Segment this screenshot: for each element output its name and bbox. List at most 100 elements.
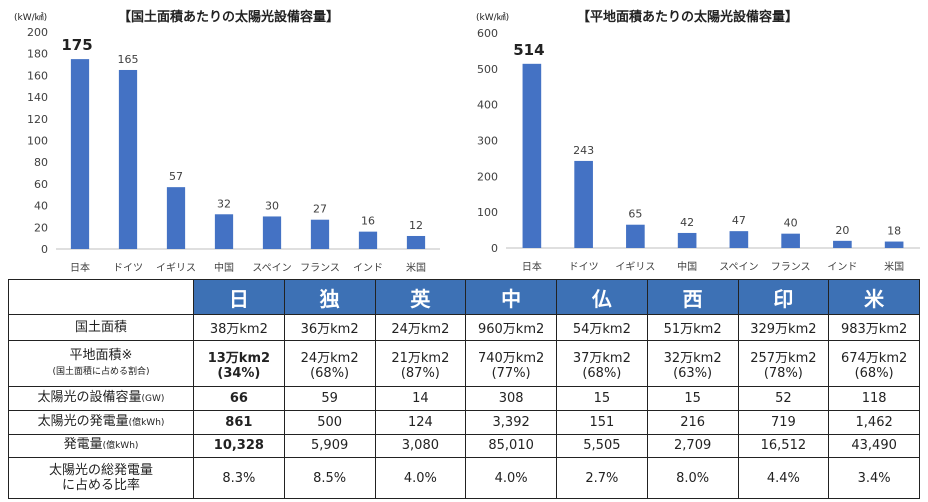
y-tick-label: 140 <box>27 91 48 104</box>
table-cell: 14 <box>374 386 467 411</box>
cell-value: 151 <box>589 414 615 430</box>
x-tick-label: ドイツ <box>569 262 599 273</box>
cell-value: 85,010 <box>488 438 534 454</box>
chart-flat-area: 【平地面積あたりの太陽光設備容量】 (kW/㎢) 0 100 200 300 400 50… <box>462 0 928 278</box>
cell-value: 124 <box>407 414 433 430</box>
row-label-sub: (億kWh) <box>102 441 139 452</box>
table-cell: 8.3% <box>193 457 285 499</box>
table-cell: 2,709 <box>646 433 739 459</box>
y-tick-label: 20 <box>34 221 48 234</box>
cell-value: 8.0% <box>676 470 710 486</box>
cell-value: 5,909 <box>311 438 349 454</box>
cell-value: 118 <box>861 391 887 407</box>
cell-value: 24万km2 <box>391 322 450 338</box>
row-label: 太陽光の設備容量(GW) <box>8 386 194 411</box>
x-tick-label: スペイン <box>252 263 291 274</box>
table-cell: 38万km2 <box>193 313 285 342</box>
y-tick-label: 100 <box>27 135 48 148</box>
data-label: 57 <box>169 170 183 183</box>
x-tick-label: イギリス <box>156 262 196 274</box>
row-label: 国土面積 <box>8 313 194 342</box>
cell-value: 861 <box>225 414 253 430</box>
bar <box>70 59 90 249</box>
cell-value: 4.0% <box>494 470 528 486</box>
data-label: 32 <box>217 197 231 210</box>
cell-value: 2.7% <box>585 470 619 486</box>
cell-value: 59 <box>321 391 338 407</box>
data-label: 30 <box>265 199 279 212</box>
bar <box>574 160 593 248</box>
y-tick-label: 120 <box>27 113 48 126</box>
bar <box>522 63 542 248</box>
table-cell: 54万km2 <box>556 313 648 342</box>
data-label: 20 <box>835 224 849 237</box>
x-tick-label: 中国 <box>214 261 234 274</box>
chart-land-area: 【国土面積あたりの太陽光設備容量】 (kW/㎢) 0 20 40 60 80 100 120… <box>0 0 448 278</box>
table-cell: 861 <box>193 409 285 435</box>
y-tick-label: 40 <box>34 200 48 213</box>
cell-value-secondary: (63%) <box>673 365 713 381</box>
cell-value: 216 <box>680 414 706 430</box>
row-label-text: 太陽光の発電量 <box>37 413 129 429</box>
cell-value: 1,462 <box>855 414 893 430</box>
bar <box>833 240 852 248</box>
table-cell: 1,462 <box>828 409 920 435</box>
table-cell: 24万km2 <box>374 313 467 342</box>
y-tick-label: 500 <box>477 63 498 76</box>
table-cell: 500 <box>283 409 376 435</box>
row-label-sub: (国土面積に占める割合) <box>52 366 150 377</box>
cell-value: 66 <box>229 391 248 407</box>
cell-value: 15 <box>684 391 701 407</box>
cell-value: 13万km2 <box>207 350 271 366</box>
x-tick-label: インド <box>353 263 383 274</box>
table-row: 太陽光の設備容量(GW) 66 59 14 308 15 15 52 118 <box>8 386 920 411</box>
bar <box>166 187 186 249</box>
row-label: 発電量(億kWh) <box>8 433 194 459</box>
table-row: 太陽光の総発電量 に占める比率 8.3% 8.5% 4.0% 4.0% 2.7% 8.0% 4.… <box>8 457 920 499</box>
x-tick-label: 日本 <box>70 261 90 274</box>
bar <box>214 214 234 249</box>
cell-value: 36万km2 <box>300 322 359 338</box>
cell-value: 983万km2 <box>840 322 908 338</box>
cell-value: 37万km2 <box>572 350 631 366</box>
country-header: 独 <box>283 279 376 315</box>
row-label-sub: に占める比率 <box>61 478 140 494</box>
table-cell: 983万km2 <box>828 313 920 342</box>
table-cell: 3,392 <box>465 409 557 435</box>
data-label: 12 <box>409 219 423 232</box>
table-cell: 24万km2 (68%) <box>283 340 376 388</box>
bar-chart-svg: 0 20 40 60 80 100 120 140 160 180 200 175 日本 165 ドイツ 57… <box>27 26 440 274</box>
data-label: 243 <box>573 144 594 157</box>
table-corner <box>8 279 194 315</box>
table-cell: 4.4% <box>737 457 830 499</box>
x-tick-label: 中国 <box>677 260 697 273</box>
row-label: 太陽光の発電量(億kWh) <box>8 409 194 435</box>
table-cell: 8.0% <box>646 457 739 499</box>
cell-value: 8.3% <box>222 470 256 486</box>
row-label-text: 太陽光の設備容量 <box>37 390 142 406</box>
table-cell: 51万km2 <box>646 313 739 342</box>
cell-value: 5,505 <box>583 438 621 454</box>
bar <box>262 216 282 249</box>
table-cell: 257万km2 (78%) <box>737 340 830 388</box>
x-tick-label: インド <box>827 262 857 273</box>
x-tick-label: イギリス <box>615 261 655 273</box>
table-cell: 308 <box>465 386 557 411</box>
table-cell: 52 <box>737 386 830 411</box>
table-cell: 5,505 <box>556 433 648 459</box>
table-cell: 124 <box>374 409 467 435</box>
country-header: 米 <box>828 279 920 315</box>
cell-value: 32万km2 <box>663 350 722 366</box>
table-row: 太陽光の発電量(億kWh) 861 500 124 3,392 151 216 719 1,46… <box>8 409 920 435</box>
table-cell: 15 <box>556 386 648 411</box>
cell-value: 3,392 <box>492 414 530 430</box>
row-label-sub: (億kWh) <box>128 417 165 428</box>
table-cell: 329万km2 <box>737 313 830 342</box>
table-cell: 66 <box>193 386 285 411</box>
table-row: 平地面積※ (国土面積に占める割合) 13万km2 (34%) 24万km2 (68%) 2… <box>8 340 920 388</box>
x-tick-label: スペイン <box>719 262 758 273</box>
table-cell: 4.0% <box>465 457 557 499</box>
x-tick-label: 米国 <box>406 261 426 274</box>
data-label: 165 <box>118 53 139 66</box>
row-label-text: 発電量 <box>63 437 103 453</box>
